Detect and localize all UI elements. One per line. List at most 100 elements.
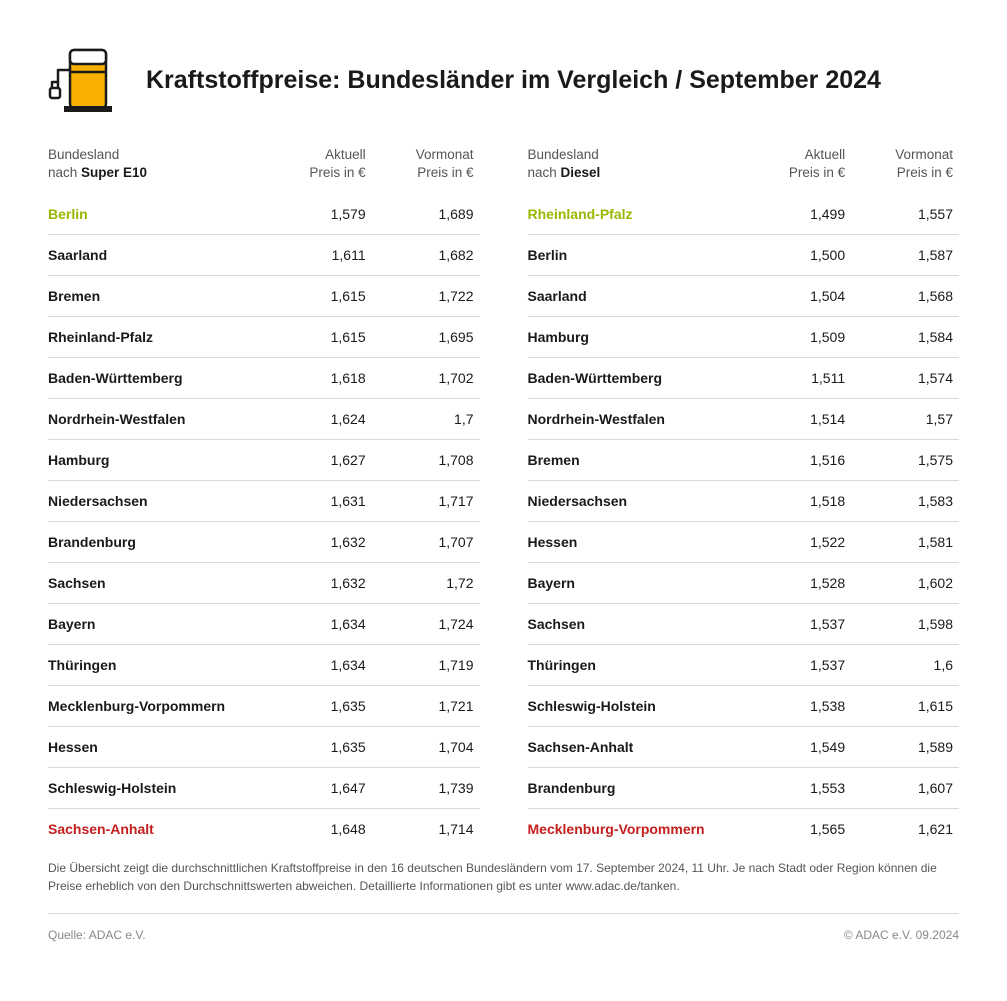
cell-state-name: Berlin <box>528 235 744 276</box>
col-header-state: Bundesland nach Super E10 <box>48 146 264 194</box>
cell-previous-price: 1,583 <box>851 481 959 522</box>
page-title: Kraftstoffpreise: Bundesländer im Vergle… <box>146 66 881 95</box>
cell-previous-price: 1,7 <box>372 399 480 440</box>
cell-previous-price: 1,707 <box>372 522 480 563</box>
col-header-current: Aktuell Preis in € <box>743 146 851 194</box>
cell-state-name: Thüringen <box>48 645 264 686</box>
cell-state-name: Baden-Württemberg <box>48 358 264 399</box>
cell-previous-price: 1,575 <box>851 440 959 481</box>
cell-current-price: 1,504 <box>743 276 851 317</box>
table-row: Sachsen-Anhalt1,6481,714 <box>48 809 480 850</box>
cell-previous-price: 1,584 <box>851 317 959 358</box>
header: Kraftstoffpreise: Bundesländer im Vergle… <box>48 42 959 118</box>
cell-previous-price: 1,621 <box>851 809 959 850</box>
cell-previous-price: 1,695 <box>372 317 480 358</box>
cell-current-price: 1,631 <box>264 481 372 522</box>
cell-current-price: 1,499 <box>743 194 851 235</box>
cell-current-price: 1,635 <box>264 727 372 768</box>
cell-previous-price: 1,739 <box>372 768 480 809</box>
cell-previous-price: 1,615 <box>851 686 959 727</box>
cell-previous-price: 1,589 <box>851 727 959 768</box>
cell-state-name: Saarland <box>528 276 744 317</box>
cell-current-price: 1,518 <box>743 481 851 522</box>
cell-state-name: Sachsen <box>528 604 744 645</box>
cell-previous-price: 1,714 <box>372 809 480 850</box>
table-row: Mecklenburg-Vorpommern1,5651,621 <box>528 809 960 850</box>
cell-state-name: Sachsen-Anhalt <box>528 727 744 768</box>
cell-current-price: 1,647 <box>264 768 372 809</box>
cell-state-name: Nordrhein-Westfalen <box>48 399 264 440</box>
table-row: Saarland1,5041,568 <box>528 276 960 317</box>
cell-previous-price: 1,581 <box>851 522 959 563</box>
table-row: Thüringen1,5371,6 <box>528 645 960 686</box>
cell-state-name: Niedersachsen <box>48 481 264 522</box>
cell-previous-price: 1,57 <box>851 399 959 440</box>
cell-previous-price: 1,598 <box>851 604 959 645</box>
cell-previous-price: 1,682 <box>372 235 480 276</box>
table-row: Rheinland-Pfalz1,4991,557 <box>528 194 960 235</box>
cell-state-name: Hessen <box>528 522 744 563</box>
table-row: Bremen1,6151,722 <box>48 276 480 317</box>
cell-current-price: 1,509 <box>743 317 851 358</box>
cell-state-name: Hessen <box>48 727 264 768</box>
cell-state-name: Bayern <box>528 563 744 604</box>
table-diesel: Bundesland nach Diesel Aktuell Preis in … <box>528 146 960 849</box>
table-row: Brandenburg1,6321,707 <box>48 522 480 563</box>
cell-current-price: 1,632 <box>264 563 372 604</box>
cell-previous-price: 1,722 <box>372 276 480 317</box>
cell-current-price: 1,549 <box>743 727 851 768</box>
cell-previous-price: 1,717 <box>372 481 480 522</box>
table-row: Bremen1,5161,575 <box>528 440 960 481</box>
table-row: Rheinland-Pfalz1,6151,695 <box>48 317 480 358</box>
cell-current-price: 1,627 <box>264 440 372 481</box>
cell-previous-price: 1,721 <box>372 686 480 727</box>
cell-state-name: Schleswig-Holstein <box>528 686 744 727</box>
table-row: Baden-Württemberg1,6181,702 <box>48 358 480 399</box>
cell-state-name: Mecklenburg-Vorpommern <box>528 809 744 850</box>
table-row: Sachsen1,6321,72 <box>48 563 480 604</box>
cell-current-price: 1,511 <box>743 358 851 399</box>
table-row: Saarland1,6111,682 <box>48 235 480 276</box>
cell-previous-price: 1,72 <box>372 563 480 604</box>
cell-state-name: Niedersachsen <box>528 481 744 522</box>
table-row: Sachsen-Anhalt1,5491,589 <box>528 727 960 768</box>
cell-previous-price: 1,6 <box>851 645 959 686</box>
cell-previous-price: 1,557 <box>851 194 959 235</box>
cell-current-price: 1,500 <box>743 235 851 276</box>
table-row: Sachsen1,5371,598 <box>528 604 960 645</box>
cell-state-name: Brandenburg <box>48 522 264 563</box>
cell-current-price: 1,537 <box>743 645 851 686</box>
cell-current-price: 1,514 <box>743 399 851 440</box>
cell-current-price: 1,516 <box>743 440 851 481</box>
cell-current-price: 1,528 <box>743 563 851 604</box>
cell-previous-price: 1,568 <box>851 276 959 317</box>
col-header-current: Aktuell Preis in € <box>264 146 372 194</box>
table-row: Nordrhein-Westfalen1,5141,57 <box>528 399 960 440</box>
table-row: Schleswig-Holstein1,6471,739 <box>48 768 480 809</box>
col-header-previous: Vormonat Preis in € <box>851 146 959 194</box>
cell-current-price: 1,579 <box>264 194 372 235</box>
cell-current-price: 1,624 <box>264 399 372 440</box>
cell-state-name: Thüringen <box>528 645 744 686</box>
table-row: Thüringen1,6341,719 <box>48 645 480 686</box>
table-row: Baden-Württemberg1,5111,574 <box>528 358 960 399</box>
cell-state-name: Bayern <box>48 604 264 645</box>
cell-current-price: 1,565 <box>743 809 851 850</box>
cell-previous-price: 1,587 <box>851 235 959 276</box>
cell-state-name: Hamburg <box>48 440 264 481</box>
cell-state-name: Bremen <box>48 276 264 317</box>
table-row: Hessen1,5221,581 <box>528 522 960 563</box>
cell-previous-price: 1,704 <box>372 727 480 768</box>
cell-current-price: 1,634 <box>264 604 372 645</box>
cell-current-price: 1,615 <box>264 276 372 317</box>
cell-current-price: 1,618 <box>264 358 372 399</box>
tables-container: Bundesland nach Super E10 Aktuell Preis … <box>48 146 959 849</box>
cell-state-name: Berlin <box>48 194 264 235</box>
cell-current-price: 1,632 <box>264 522 372 563</box>
cell-previous-price: 1,708 <box>372 440 480 481</box>
fuel-pump-icon <box>48 42 124 118</box>
table-row: Nordrhein-Westfalen1,6241,7 <box>48 399 480 440</box>
cell-state-name: Sachsen-Anhalt <box>48 809 264 850</box>
table-row: Hamburg1,6271,708 <box>48 440 480 481</box>
cell-previous-price: 1,719 <box>372 645 480 686</box>
